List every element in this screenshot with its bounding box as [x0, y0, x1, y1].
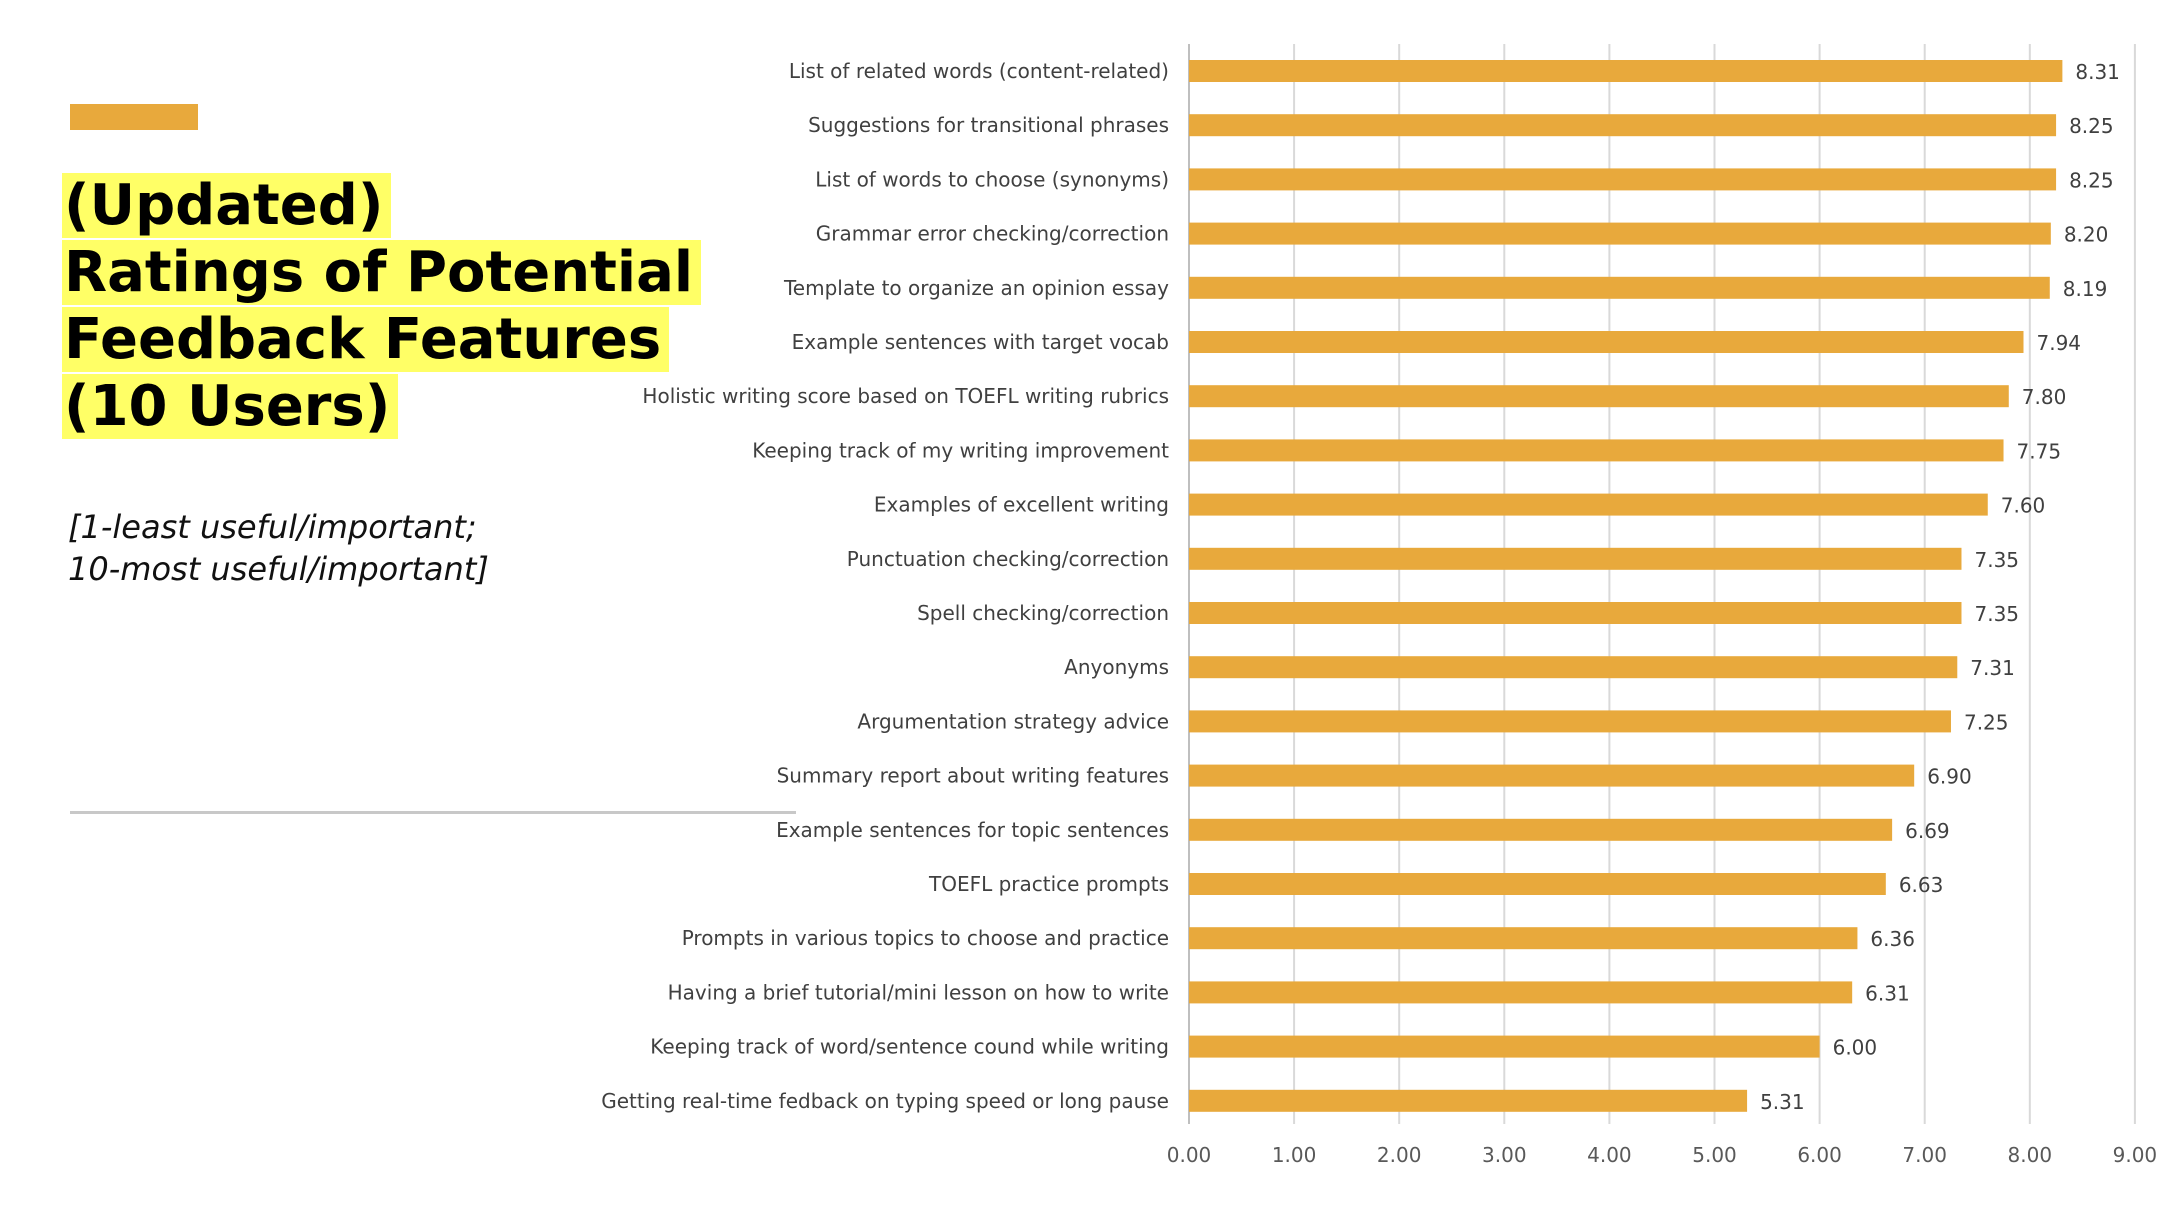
data-label: 7.35 [1974, 548, 2019, 572]
category-label: Punctuation checking/correction [847, 547, 1169, 571]
data-label: 8.20 [2064, 223, 2109, 247]
category-label: Argumentation strategy advice [857, 709, 1169, 733]
bar [1189, 168, 2057, 191]
data-label: 7.31 [1970, 656, 2015, 680]
category-label: Example sentences for topic sentences [776, 818, 1169, 842]
data-label: 6.36 [1870, 927, 1915, 951]
accent-bar [70, 104, 198, 130]
x-tick-label: 0.00 [1167, 1143, 1212, 1167]
data-label: 6.00 [1833, 1036, 1878, 1060]
scale-note-line: 10-most useful/important] [68, 550, 489, 588]
bar [1189, 656, 1958, 679]
x-tick-label: 5.00 [1692, 1143, 1737, 1167]
divider-line [70, 811, 796, 814]
data-label: 7.25 [1964, 710, 2009, 734]
title-line: (Updated) [62, 172, 701, 239]
category-label: Spell checking/correction [917, 601, 1169, 625]
category-label: Holistic writing score based on TOEFL wr… [642, 384, 1169, 408]
data-label: 8.25 [2069, 168, 2114, 192]
bar [1189, 547, 1962, 570]
data-label: 8.19 [2063, 277, 2108, 301]
bar [1189, 1089, 1748, 1112]
category-label: Grammar error checking/correction [816, 222, 1169, 246]
bar [1189, 493, 1988, 516]
category-label: Getting real-time fedback on typing spee… [601, 1089, 1169, 1113]
data-label: 6.69 [1905, 819, 1950, 843]
category-label: Keeping track of word/sentence cound whi… [650, 1035, 1169, 1059]
bar [1189, 764, 1915, 787]
data-label: 6.63 [1899, 873, 1944, 897]
slide-title: (Updated) Ratings of Potential Feedback … [62, 172, 702, 440]
rating-scale-note: [1-least useful/important; 10-most usefu… [68, 506, 489, 590]
bar [1189, 114, 2057, 137]
x-tick-label: 7.00 [1902, 1143, 1947, 1167]
bar [1189, 927, 1858, 950]
x-tick-label: 3.00 [1482, 1143, 1527, 1167]
data-label: 5.31 [1760, 1090, 1805, 1114]
bar [1189, 710, 1951, 733]
x-tick-label: 6.00 [1797, 1143, 1842, 1167]
x-tick-label: 9.00 [2113, 1143, 2158, 1167]
category-label: Example sentences with target vocab [792, 330, 1169, 354]
title-line: (10 Users) [62, 373, 701, 440]
category-label: Examples of excellent writing [874, 493, 1169, 517]
category-label: Suggestions for transitional phrases [808, 113, 1169, 137]
bar [1189, 873, 1886, 895]
title-line: Ratings of Potential [62, 239, 702, 306]
data-label: 6.90 [1927, 765, 1972, 789]
category-label: List of related words (content-related) [789, 59, 1169, 83]
bar [1189, 222, 2051, 245]
data-label: 6.31 [1865, 981, 1910, 1005]
category-label: Template to organize an opinion essay [783, 276, 1169, 300]
category-label: Keeping track of my writing improvement [752, 438, 1169, 462]
data-label: 7.80 [2022, 385, 2067, 409]
x-tick-label: 1.00 [1272, 1143, 1317, 1167]
bar [1189, 331, 2024, 353]
bar [1189, 385, 2009, 408]
category-label: Summary report about writing features [777, 764, 1169, 788]
data-label: 7.94 [2036, 331, 2081, 355]
x-tick-label: 8.00 [2008, 1143, 2053, 1167]
x-tick-label: 4.00 [1587, 1143, 1632, 1167]
category-label: TOEFL practice prompts [928, 872, 1169, 896]
data-label: 7.35 [1974, 602, 2019, 626]
data-label: 7.75 [2017, 439, 2062, 463]
bar [1189, 276, 2050, 299]
scale-note-line: [1-least useful/important; [68, 508, 477, 546]
category-label: Prompts in various topics to choose and … [682, 926, 1169, 950]
x-tick-label: 2.00 [1377, 1143, 1422, 1167]
bar [1189, 60, 2063, 82]
data-label: 8.25 [2069, 114, 2114, 138]
category-label: List of words to choose (synonyms) [815, 167, 1169, 191]
bar [1189, 818, 1893, 841]
bar [1189, 981, 1853, 1004]
category-label: Anyonyms [1064, 655, 1169, 679]
bar [1189, 439, 2004, 462]
bar [1189, 602, 1962, 624]
category-label: Having a brief tutorial/mini lesson on h… [668, 980, 1169, 1004]
data-label: 7.60 [2001, 494, 2046, 518]
title-line: Feedback Features [62, 306, 701, 373]
bar [1189, 1035, 1820, 1058]
data-label: 8.31 [2075, 60, 2120, 84]
